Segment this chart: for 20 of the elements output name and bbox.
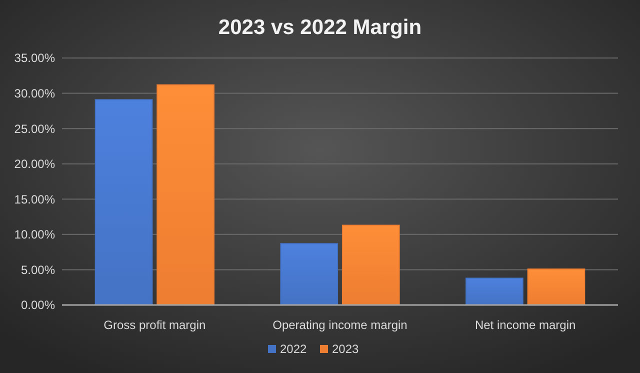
y-tick-label: 30.00% (14, 86, 56, 100)
bar (466, 278, 524, 306)
y-tick-label: 5.00% (20, 262, 56, 277)
y-tick-label: 0.00% (20, 298, 56, 312)
bar (156, 84, 214, 306)
bar (280, 243, 338, 306)
legend-label: 2023 (332, 342, 360, 356)
y-tick-label: 25.00% (14, 122, 56, 136)
x-tick-label: Operating income margin (272, 318, 408, 332)
x-tick-label: Net income margin (474, 318, 576, 332)
bar (527, 268, 586, 306)
bar (94, 99, 153, 306)
x-tick-label: Gross profit margin (104, 318, 206, 332)
bar (342, 224, 400, 306)
y-tick-label: 10.00% (14, 228, 56, 242)
legend-label: 2022 (280, 342, 308, 356)
chart-title: 2023 vs 2022 Margin (218, 16, 422, 39)
y-tick-label: 15.00% (14, 192, 56, 206)
y-tick-label: 35.00% (14, 51, 56, 66)
y-tick-label: 20.00% (14, 157, 56, 172)
